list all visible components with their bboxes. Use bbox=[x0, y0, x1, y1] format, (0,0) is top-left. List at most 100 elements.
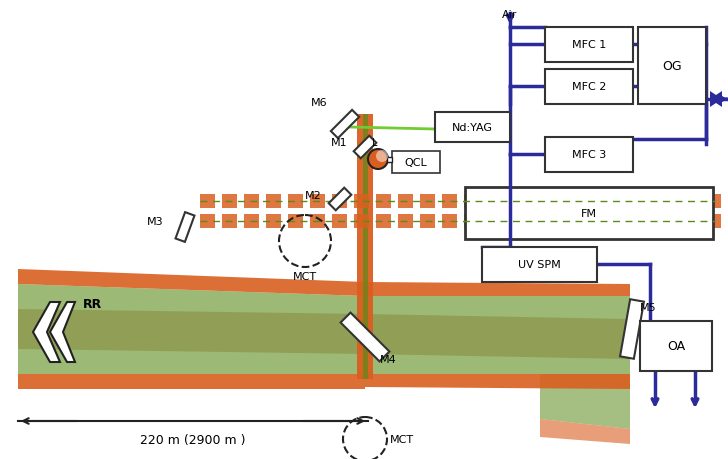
Bar bbox=[464, 214, 479, 229]
Text: MFC 1: MFC 1 bbox=[572, 40, 606, 50]
Text: M4: M4 bbox=[380, 354, 397, 364]
Bar bbox=[357, 115, 373, 379]
Bar bbox=[640, 321, 712, 371]
Bar bbox=[200, 195, 215, 208]
Polygon shape bbox=[365, 374, 630, 389]
Bar bbox=[684, 195, 699, 208]
Bar bbox=[530, 195, 545, 208]
Polygon shape bbox=[331, 111, 359, 139]
Text: MFC 2: MFC 2 bbox=[571, 82, 606, 92]
Bar bbox=[508, 195, 523, 208]
Text: MCT: MCT bbox=[390, 434, 414, 444]
Text: RR: RR bbox=[83, 297, 102, 310]
Bar bbox=[508, 214, 523, 229]
Bar bbox=[545, 28, 633, 63]
Bar bbox=[618, 214, 633, 229]
Text: Nd:YAG: Nd:YAG bbox=[452, 123, 493, 133]
Text: L: L bbox=[372, 138, 378, 148]
Bar bbox=[662, 214, 677, 229]
Text: M3: M3 bbox=[146, 217, 163, 226]
Bar bbox=[640, 195, 655, 208]
Bar bbox=[354, 214, 369, 229]
Bar bbox=[310, 195, 325, 208]
Bar bbox=[574, 195, 589, 208]
Text: M5: M5 bbox=[640, 302, 657, 312]
Bar bbox=[464, 195, 479, 208]
Text: OG: OG bbox=[662, 60, 682, 73]
Text: MFC 3: MFC 3 bbox=[572, 150, 606, 160]
Polygon shape bbox=[18, 374, 365, 389]
Bar bbox=[545, 138, 633, 173]
Polygon shape bbox=[540, 374, 630, 429]
Bar bbox=[420, 214, 435, 229]
Text: Air: Air bbox=[502, 10, 518, 20]
Bar bbox=[310, 214, 325, 229]
Bar bbox=[392, 151, 440, 174]
Polygon shape bbox=[341, 313, 389, 362]
Bar bbox=[288, 214, 303, 229]
Bar bbox=[376, 195, 391, 208]
Polygon shape bbox=[18, 269, 365, 297]
Bar bbox=[266, 214, 281, 229]
Circle shape bbox=[376, 151, 388, 162]
Polygon shape bbox=[354, 136, 376, 159]
Bar bbox=[354, 195, 369, 208]
Polygon shape bbox=[50, 302, 75, 362]
Bar bbox=[398, 214, 413, 229]
Bar bbox=[640, 214, 655, 229]
Bar bbox=[200, 214, 215, 229]
Bar bbox=[486, 195, 501, 208]
Bar bbox=[332, 195, 347, 208]
Polygon shape bbox=[18, 309, 365, 354]
Bar bbox=[465, 188, 713, 240]
Bar bbox=[706, 195, 721, 208]
Bar bbox=[706, 214, 721, 229]
Polygon shape bbox=[175, 213, 194, 242]
Text: M2: M2 bbox=[305, 190, 322, 201]
Polygon shape bbox=[18, 285, 365, 374]
Bar bbox=[482, 247, 597, 282]
Bar bbox=[222, 214, 237, 229]
Bar bbox=[552, 214, 567, 229]
Bar bbox=[638, 28, 706, 105]
Polygon shape bbox=[710, 92, 722, 108]
Bar bbox=[596, 214, 611, 229]
Bar bbox=[222, 195, 237, 208]
Polygon shape bbox=[365, 282, 630, 297]
Text: M1: M1 bbox=[331, 138, 348, 148]
Text: QCL: QCL bbox=[405, 157, 427, 168]
Bar bbox=[618, 195, 633, 208]
Bar bbox=[530, 214, 545, 229]
Bar bbox=[332, 214, 347, 229]
Text: UV SPM: UV SPM bbox=[518, 260, 561, 270]
Text: MCT: MCT bbox=[293, 271, 317, 281]
Bar bbox=[596, 195, 611, 208]
Polygon shape bbox=[328, 188, 352, 211]
Bar bbox=[574, 214, 589, 229]
Bar bbox=[442, 195, 457, 208]
Polygon shape bbox=[365, 297, 630, 374]
Text: OA: OA bbox=[667, 340, 685, 353]
Circle shape bbox=[368, 150, 388, 170]
Bar bbox=[244, 195, 259, 208]
Bar bbox=[552, 195, 567, 208]
Bar bbox=[662, 195, 677, 208]
Text: 220 m (2900 m ): 220 m (2900 m ) bbox=[141, 433, 246, 446]
Bar bbox=[244, 214, 259, 229]
Bar bbox=[363, 115, 368, 379]
Polygon shape bbox=[540, 419, 630, 444]
Polygon shape bbox=[620, 300, 644, 359]
Bar bbox=[486, 214, 501, 229]
Polygon shape bbox=[365, 314, 630, 359]
Bar bbox=[420, 195, 435, 208]
Bar bbox=[376, 214, 391, 229]
Bar bbox=[398, 195, 413, 208]
Text: FM: FM bbox=[581, 208, 597, 218]
Bar bbox=[442, 214, 457, 229]
Polygon shape bbox=[33, 302, 60, 362]
Bar bbox=[684, 214, 699, 229]
Bar bbox=[288, 195, 303, 208]
Text: M6: M6 bbox=[312, 98, 328, 108]
Bar bbox=[545, 70, 633, 105]
Bar bbox=[266, 195, 281, 208]
